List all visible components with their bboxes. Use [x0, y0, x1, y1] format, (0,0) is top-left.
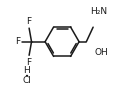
Text: F: F: [27, 58, 32, 67]
Text: OH: OH: [94, 48, 108, 57]
Text: F: F: [27, 17, 32, 26]
Text: Cl: Cl: [22, 76, 31, 84]
Text: H: H: [23, 66, 30, 75]
Text: F: F: [15, 37, 20, 46]
Text: H₂N: H₂N: [90, 7, 107, 16]
